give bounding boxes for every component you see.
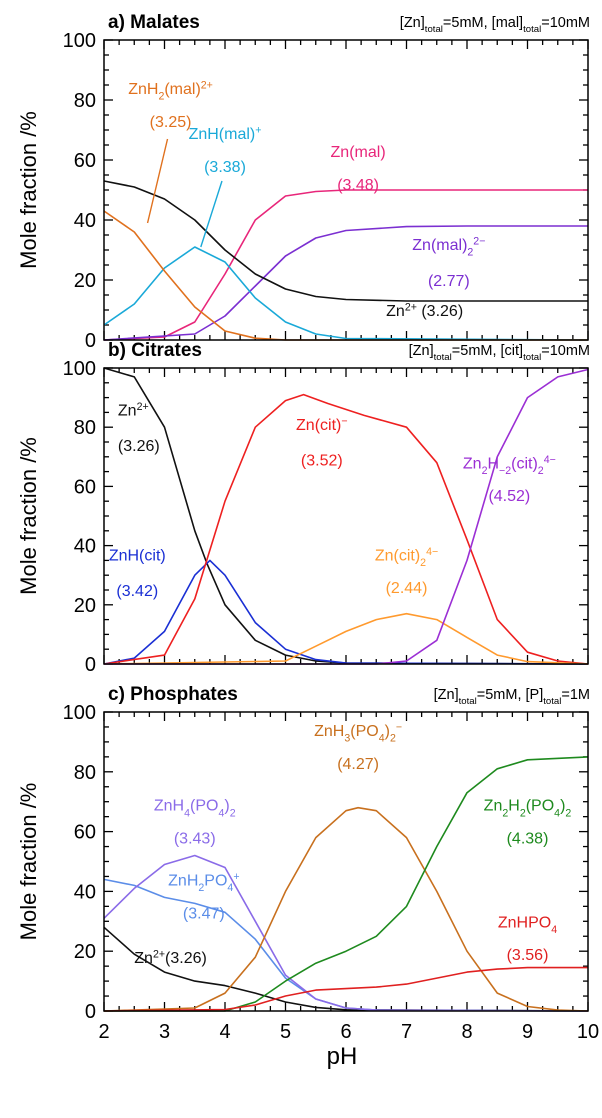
series-line [103, 878, 589, 1012]
plot-frame [103, 367, 589, 665]
series-line [103, 225, 588, 341]
y-tick-label: 80 [74, 762, 96, 784]
series-line [103, 806, 589, 1012]
y-tick-label: 100 [63, 30, 96, 52]
panel-title: c) Phosphates [108, 684, 238, 705]
y-axis-label: Mole fraction /% [16, 783, 41, 941]
series-value-label: (3.25) [150, 114, 192, 131]
series-label: Zn2+ [118, 401, 149, 420]
y-tick-label: 20 [74, 941, 96, 963]
panel-conditions: [Zn]total=5mM, [mal]total=10mM [400, 15, 590, 35]
plot-frame [103, 711, 589, 1012]
series-value-label: (3.43) [174, 831, 216, 848]
panel-title: a) Malates [108, 12, 200, 33]
y-axis-label: Mole fraction /% [16, 111, 41, 269]
plot-frame [103, 39, 589, 341]
y-tick-label: 100 [63, 702, 96, 724]
y-tick-label: 0 [85, 330, 96, 352]
series-value-label: (3.47) [183, 905, 225, 922]
x-tick-label: 5 [280, 1021, 291, 1043]
series-label: Zn(mal)22− [412, 235, 485, 258]
y-tick-label: 100 [63, 358, 96, 380]
series-value-label: (3.56) [507, 947, 549, 964]
panel-conditions: [Zn]total=5mM, [P]total=1M [434, 687, 590, 707]
series-line [104, 368, 589, 665]
series-value-label: (4.38) [507, 831, 549, 848]
y-tick-label: 20 [74, 270, 96, 292]
series-value-label: (4.27) [337, 756, 379, 773]
x-tick-label: 7 [401, 1021, 412, 1043]
series-line [103, 559, 589, 665]
series-value-label: (3.38) [204, 159, 246, 176]
y-tick-label: 20 [74, 595, 96, 617]
series-label: ZnH(mal)+ [189, 124, 262, 143]
series-line [103, 966, 588, 1012]
series-label: Zn2+ (3.26) [386, 301, 463, 320]
series-line [103, 612, 589, 665]
series-label: Zn2+(3.26) [134, 949, 207, 968]
y-tick-label: 60 [74, 476, 96, 498]
series-value-label: (4.52) [488, 488, 530, 505]
series-label: ZnH(cit) [109, 547, 166, 564]
y-tick-label: 80 [74, 90, 96, 112]
series-label: Zn(cit)− [296, 416, 348, 435]
series-line [104, 756, 589, 1012]
series-line [103, 854, 589, 1012]
series-label: ZnH2PO4+ [168, 871, 239, 894]
series-label: Zn2H−2(cit)24− [463, 454, 556, 477]
series-line [103, 180, 588, 302]
panel-conditions: [Zn]total=5mM, [cit]total=10mM [409, 343, 590, 363]
series-value-label: (3.48) [337, 177, 379, 194]
series-value-label: (2.44) [386, 580, 428, 597]
chart-panel: b) Citrates [Zn]total=5mM, [cit]total=10m… [16, 340, 590, 676]
series-value-label: (3.52) [301, 453, 343, 470]
series-label: ZnH2(mal)2+ [128, 79, 213, 102]
y-tick-label: 40 [74, 536, 96, 558]
series-value-label: (2.77) [428, 273, 470, 290]
series-line [103, 926, 589, 1012]
y-tick-label: 40 [74, 881, 96, 903]
y-tick-label: 0 [85, 654, 96, 676]
y-tick-label: 60 [74, 150, 96, 172]
series-label: ZnH3(PO4)2− [314, 721, 402, 744]
panel-title: b) Citrates [108, 340, 202, 361]
y-tick-label: 40 [74, 210, 96, 232]
series-label: Zn(cit)24− [375, 546, 438, 569]
x-tick-label: 9 [522, 1021, 533, 1043]
series-line [103, 393, 589, 665]
leader-line [146, 138, 169, 224]
series-label: ZnH4(PO4)2 [154, 798, 236, 820]
leader-line [200, 180, 223, 248]
series-value-label: (3.42) [116, 583, 158, 600]
series-value-label: (3.26) [118, 438, 160, 455]
series-label: ZnHPO4 [498, 914, 557, 936]
x-tick-label: 6 [340, 1021, 351, 1043]
y-axis-label: Mole fraction /% [16, 437, 41, 595]
series-line [103, 246, 589, 341]
x-tick-label: 10 [577, 1021, 599, 1043]
chart-panel: a) Malates [Zn]total=5mM, [mal]total=10mM… [16, 12, 590, 352]
series-line [103, 189, 588, 341]
x-tick-label: 3 [159, 1021, 170, 1043]
y-tick-label: 0 [85, 1001, 96, 1023]
y-tick-label: 80 [74, 417, 96, 439]
series-label: Zn(mal) [331, 144, 386, 161]
chart-panel: c) Phosphates [Zn]total=5mM, [P]total=1M 0… [16, 684, 590, 1023]
x-axis-label: pH [327, 1043, 358, 1070]
series-line [103, 367, 589, 665]
x-tick-label: 8 [461, 1021, 472, 1043]
x-tick-label: 2 [98, 1021, 109, 1043]
y-tick-label: 60 [74, 822, 96, 844]
x-tick-label: 4 [219, 1021, 230, 1043]
series-label: Zn2H2(PO4)2 [484, 798, 572, 820]
